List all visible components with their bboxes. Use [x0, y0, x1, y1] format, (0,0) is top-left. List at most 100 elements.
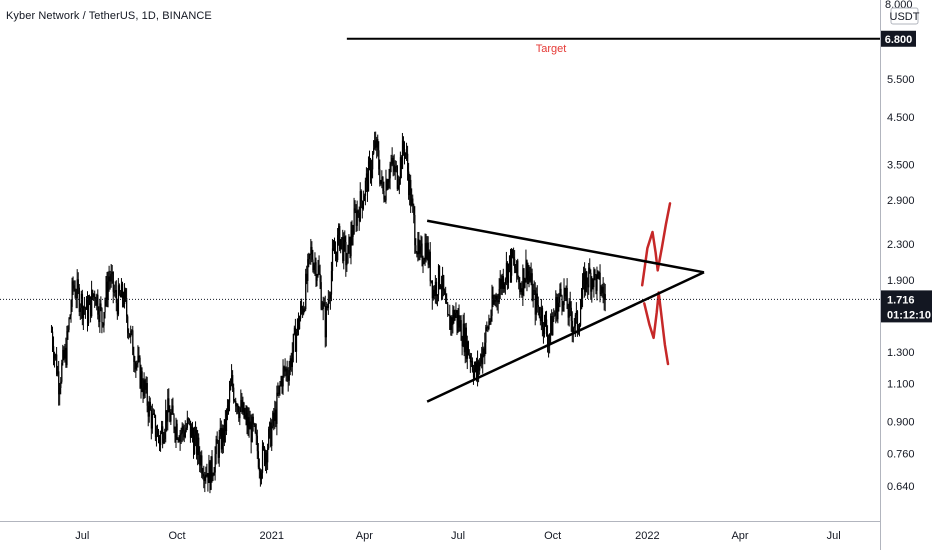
candle — [594, 268, 596, 281]
candle — [542, 322, 545, 344]
candle-body — [108, 276, 110, 282]
candle — [422, 255, 424, 274]
candle — [514, 250, 516, 274]
candle-body — [56, 354, 58, 375]
candle — [261, 440, 264, 479]
candle-body — [214, 454, 216, 473]
candle-body — [503, 283, 506, 289]
candle — [492, 286, 494, 308]
candle — [507, 263, 510, 289]
candle — [564, 287, 566, 301]
candle — [227, 399, 230, 415]
candle-body — [432, 289, 435, 299]
candle-body — [510, 255, 512, 276]
candle-body — [338, 225, 340, 236]
chart-title: Kyber Network / TetherUS, 1D, BINANCE — [6, 10, 212, 22]
candle — [377, 134, 379, 157]
candle — [477, 350, 479, 387]
candle — [216, 431, 218, 444]
candle-body — [206, 473, 208, 477]
candle — [50, 325, 53, 333]
candle-body — [208, 462, 210, 483]
candle — [446, 293, 448, 305]
candle — [129, 333, 131, 338]
candle-body — [196, 430, 198, 456]
candle — [325, 301, 327, 347]
candle-body — [544, 315, 547, 320]
candle — [465, 322, 467, 363]
candle — [463, 312, 465, 357]
candle — [64, 343, 66, 363]
candle-body — [186, 418, 189, 428]
candle-body — [468, 354, 471, 356]
candle-body — [514, 258, 516, 269]
candle-body — [354, 208, 356, 211]
candle — [77, 272, 79, 295]
candle-body — [155, 436, 158, 438]
candle — [59, 382, 61, 406]
candle — [550, 313, 552, 344]
candle — [447, 302, 449, 317]
candle-body — [306, 273, 308, 281]
candle — [278, 385, 280, 398]
candle-body — [399, 157, 402, 179]
candle-body — [497, 300, 499, 303]
candle-body — [81, 293, 84, 319]
candle — [532, 283, 534, 308]
candle — [220, 420, 222, 453]
candle — [566, 278, 568, 310]
candle-body — [287, 375, 289, 381]
candle — [358, 206, 360, 231]
candle-body — [166, 410, 168, 422]
candle — [71, 277, 73, 312]
trendlines-layer: Target — [0, 37, 880, 403]
candle — [496, 294, 498, 311]
candle-body — [222, 428, 225, 443]
candle-body — [192, 436, 195, 454]
candle — [462, 314, 464, 348]
candle-body — [61, 362, 63, 382]
currency-box[interactable] — [890, 7, 919, 25]
candle-body — [190, 426, 193, 438]
candle — [534, 282, 536, 326]
candle — [450, 315, 452, 336]
candle-body — [426, 242, 428, 259]
candle — [194, 426, 196, 455]
price-labels-layer: 6.800 1.716 01:12:10 — [881, 30, 932, 323]
time-tick-label: 2021 — [259, 530, 283, 542]
candle — [173, 413, 175, 434]
candle — [330, 261, 333, 302]
candle-body — [71, 281, 73, 307]
candle — [90, 296, 92, 323]
candle — [374, 131, 376, 150]
candle-body — [383, 190, 385, 200]
candle-body — [90, 296, 92, 317]
candle — [484, 332, 486, 365]
candle-body — [79, 307, 81, 312]
candle-body — [434, 281, 437, 297]
candle — [225, 408, 228, 436]
candle — [427, 236, 429, 269]
candle-body — [102, 322, 104, 326]
candle — [68, 317, 70, 333]
candle-body — [590, 272, 592, 292]
candle-body — [344, 236, 346, 242]
candle — [268, 426, 270, 450]
candle-body — [57, 371, 59, 375]
candle-body — [358, 213, 360, 222]
candle-body — [397, 185, 400, 189]
candle — [145, 376, 147, 394]
candle-body — [72, 281, 74, 286]
candle-body — [520, 288, 522, 293]
candle-body — [365, 173, 368, 181]
candle-body — [162, 426, 164, 444]
price-tick-label: 0.900 — [887, 417, 915, 429]
candle — [169, 405, 171, 423]
candle-body — [385, 180, 387, 201]
candle-body — [175, 423, 177, 438]
candle — [291, 342, 294, 376]
candle-body — [392, 157, 394, 165]
candle — [524, 277, 526, 289]
candle — [416, 251, 418, 258]
